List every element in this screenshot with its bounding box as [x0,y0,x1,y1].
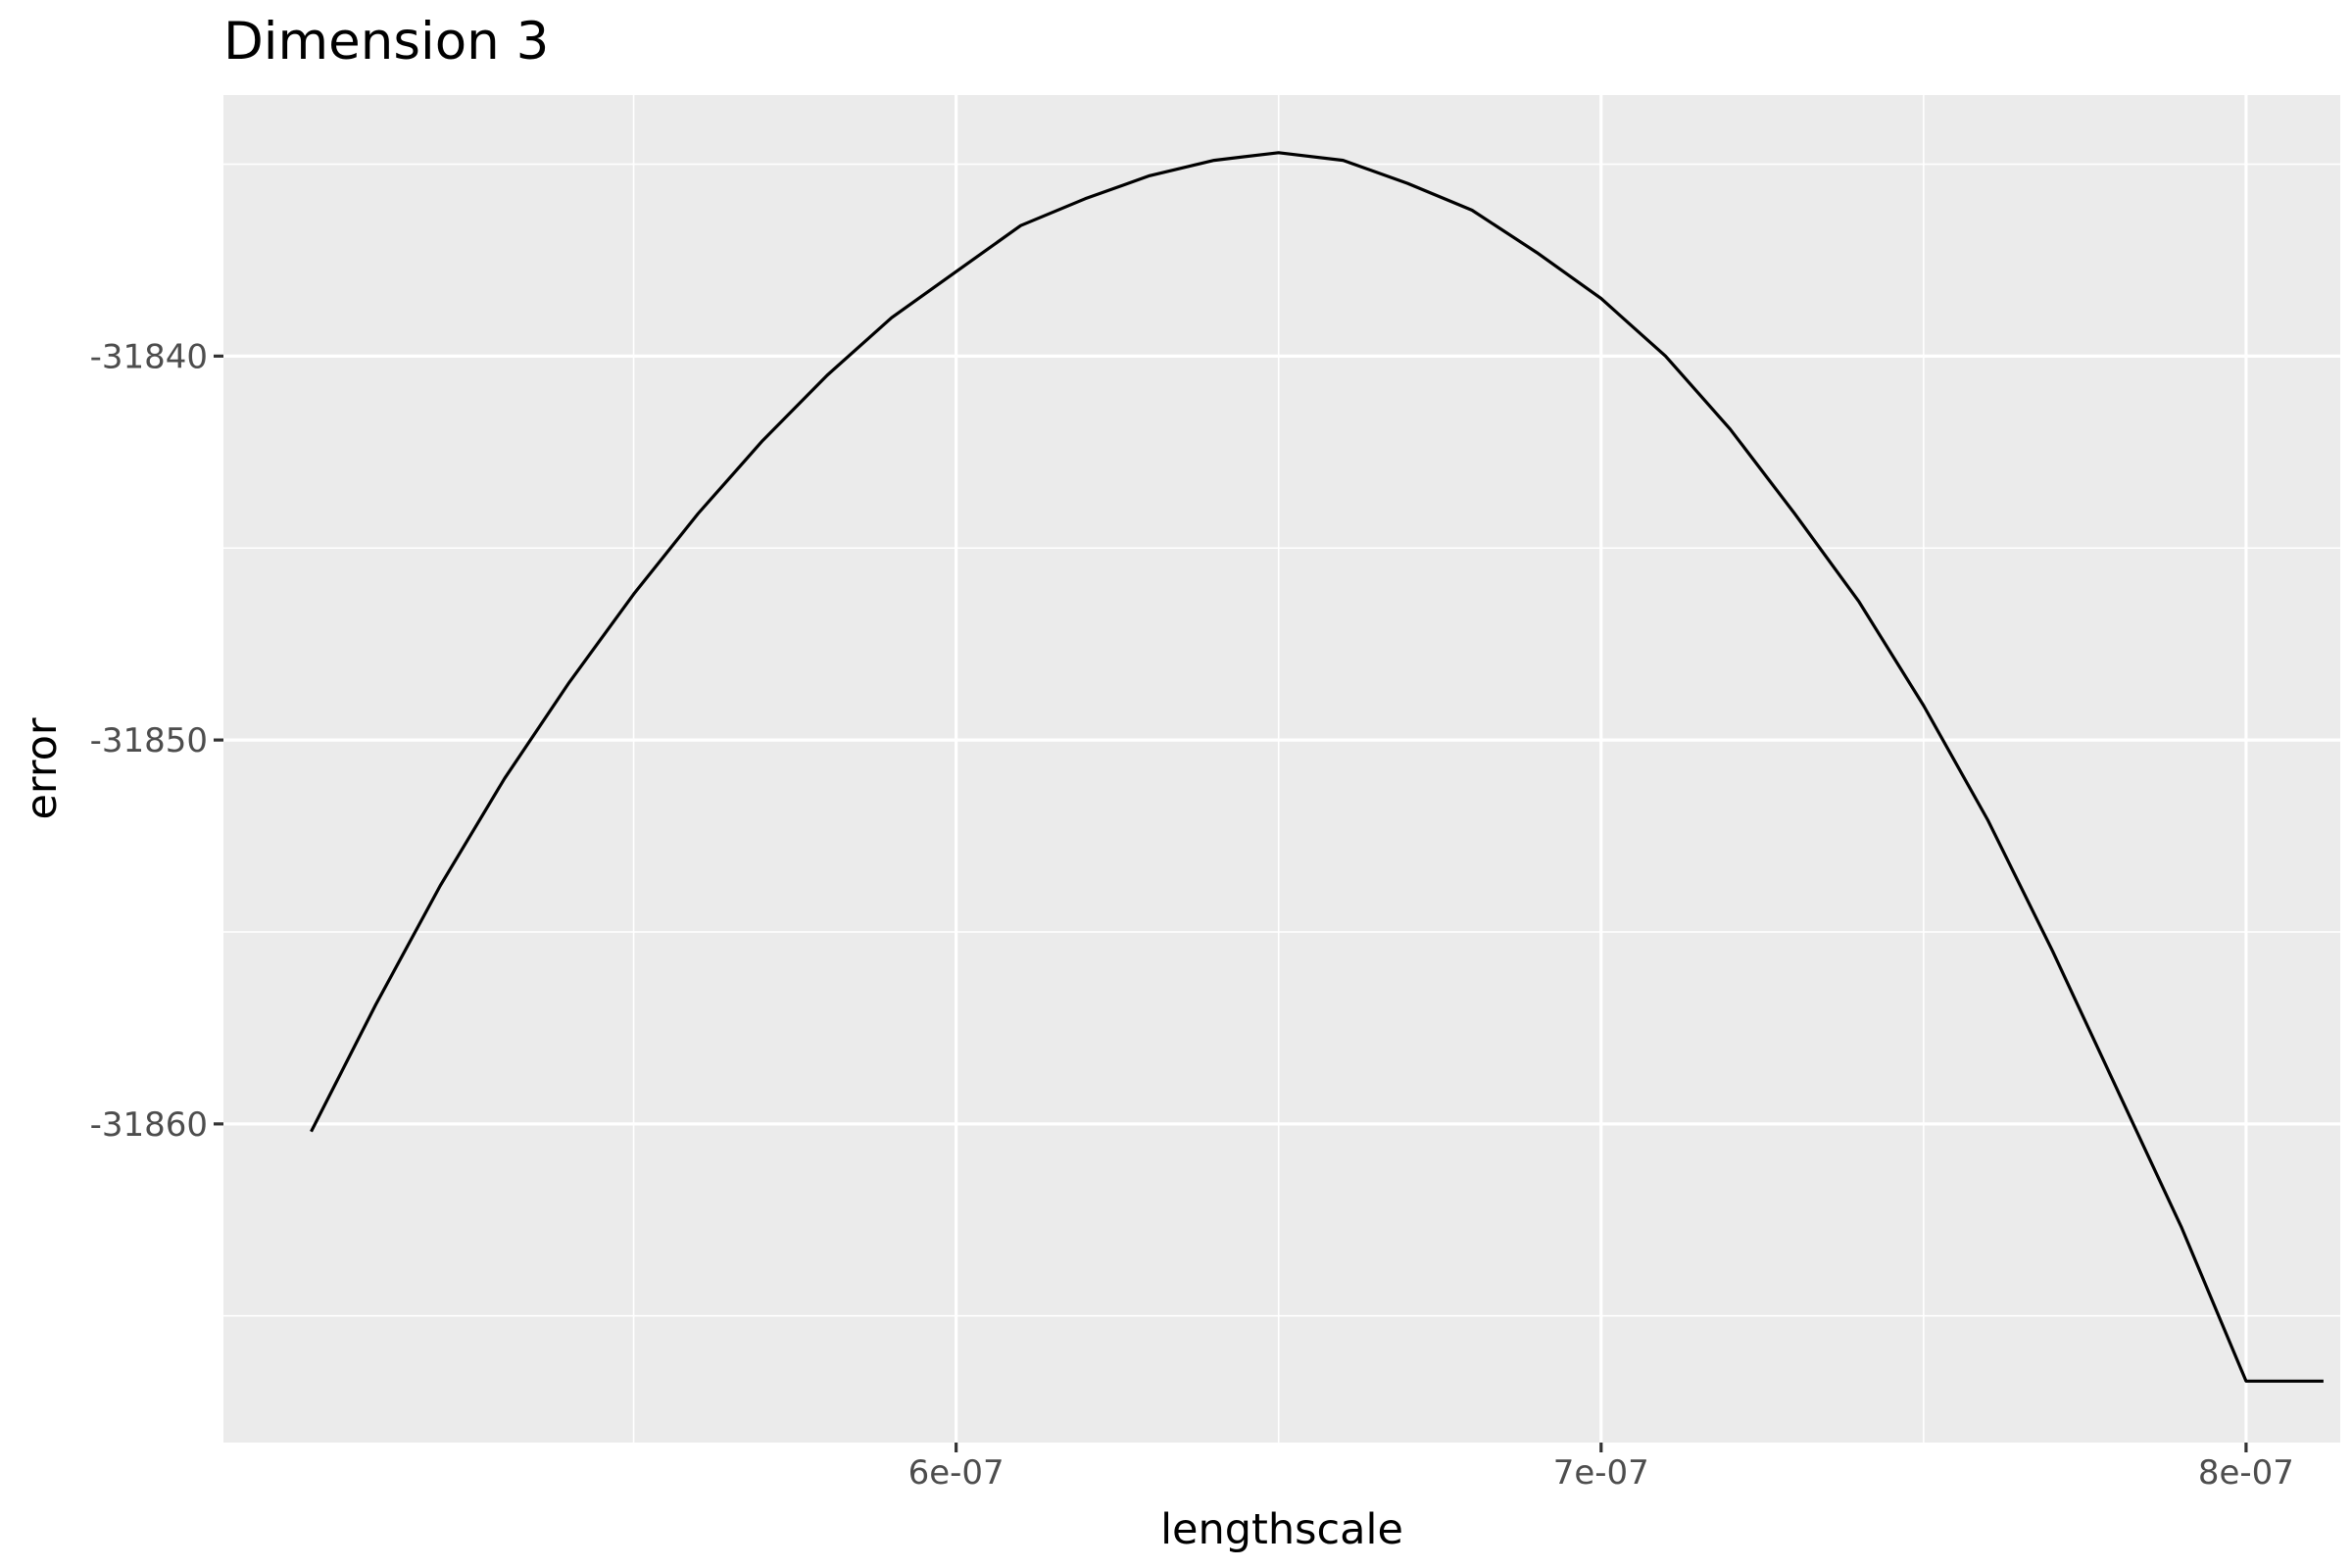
major-grid [223,95,2340,1443]
x-tick-label: 7e-07 [1553,1453,1649,1493]
series-line [310,151,2324,1383]
y-tick-label: -31860 [90,1105,208,1145]
y-axis: -31840 -31850 -31860 [90,337,223,1145]
x-axis: 6e-07 7e-07 8e-07 [908,1443,2294,1493]
x-tick-label: 8e-07 [2198,1453,2294,1493]
y-tick-label: -31840 [90,337,208,376]
x-tick-label: 6e-07 [908,1453,1004,1493]
chart-title: Dimension 3 [223,12,549,72]
minor-grid [223,95,2340,1443]
y-tick-label: -31850 [90,721,208,760]
y-axis-title: error [18,717,67,819]
plot-background [223,95,2340,1443]
series-layer [310,151,2324,1383]
x-axis-title: lengthscale [1160,1505,1403,1554]
